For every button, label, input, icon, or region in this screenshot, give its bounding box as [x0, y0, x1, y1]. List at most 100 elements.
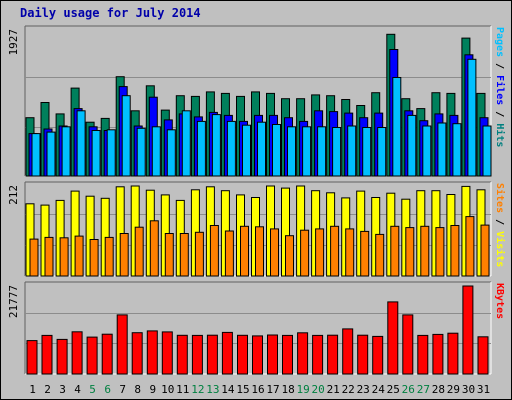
panel-max-label: 212: [7, 185, 20, 205]
bar-kbytes: [206, 334, 218, 375]
bar-kbytes: [161, 331, 173, 375]
panel-axis-label: KBytes: [494, 283, 505, 319]
axis-label-part: /: [494, 57, 505, 75]
bar-kbytes: [387, 301, 399, 375]
bar-sites: [59, 237, 69, 277]
x-axis-day-labels: 1 2 3 4 5 6 7 8 9 10 11 12 13 14 15 16 17 18 19 20 21 22 23 24 2…: [29, 383, 490, 396]
bar-sites: [119, 233, 129, 277]
x-tick-label: 19: [296, 383, 309, 396]
bar-sites: [375, 233, 385, 277]
bar-kbytes: [221, 331, 233, 375]
x-tick-label: 13: [206, 383, 219, 396]
bar-kbytes: [477, 336, 489, 375]
x-tick-label: 22: [342, 383, 355, 396]
x-tick-label: 26: [402, 383, 415, 396]
bar-kbytes: [116, 314, 128, 375]
bar-pages: [422, 125, 432, 177]
bar-pages: [347, 125, 357, 177]
bar-pages: [226, 120, 236, 177]
bar-pages: [482, 125, 492, 177]
axis-label-part: KBytes: [494, 283, 505, 319]
x-tick-label: 2: [44, 383, 51, 396]
bar-kbytes: [447, 332, 459, 375]
x-tick-label: 29: [447, 383, 460, 396]
bar-kbytes: [146, 330, 158, 375]
x-tick-label: 6: [104, 383, 111, 396]
bar-sites: [360, 230, 370, 277]
bar-kbytes: [26, 340, 38, 375]
bar-pages: [136, 127, 146, 177]
bar-pages: [362, 127, 372, 177]
bar-pages: [332, 127, 342, 177]
bar-pages: [377, 127, 387, 177]
x-tick-label: 7: [119, 383, 126, 396]
bar-pages: [467, 58, 477, 177]
bar-sites: [435, 227, 445, 277]
bar-pages: [121, 95, 131, 177]
bar-sites: [104, 236, 114, 277]
bar-kbytes: [357, 334, 369, 375]
bar-pages: [437, 122, 447, 177]
bar-sites: [300, 229, 310, 277]
axis-label-part: Pages: [494, 27, 505, 57]
bar-sites: [194, 231, 204, 277]
x-tick-label: 12: [191, 383, 204, 396]
bar-sites: [390, 225, 400, 277]
bar-kbytes: [101, 333, 113, 375]
bar-pages: [196, 120, 206, 177]
bar-pages: [272, 124, 281, 177]
bar-sites: [134, 226, 144, 277]
bar-sites: [420, 225, 430, 277]
bar-sites: [480, 224, 490, 277]
x-tick-label: 27: [417, 383, 430, 396]
bar-sites: [44, 236, 54, 277]
panel-hits: 1927 Pages / Files / Hits: [7, 25, 506, 177]
x-tick-label: 5: [89, 383, 96, 396]
bar-pages: [302, 126, 312, 177]
x-tick-label: 3: [59, 383, 66, 396]
bar-pages: [181, 110, 191, 177]
bar-sites: [270, 228, 279, 277]
series-sites: [29, 216, 490, 277]
bar-sites: [330, 225, 340, 277]
bar-pages: [31, 133, 41, 177]
bar-kbytes: [342, 328, 354, 375]
x-tick-label: 21: [327, 383, 340, 396]
series-pages: [31, 58, 492, 177]
bar-kbytes: [41, 334, 53, 375]
x-tick-label: 23: [357, 383, 370, 396]
bar-sites: [255, 226, 264, 277]
bar-kbytes: [327, 334, 339, 375]
bar-sites: [345, 228, 355, 277]
bar-pages: [317, 126, 327, 177]
bar-kbytes: [432, 333, 444, 375]
bar-kbytes: [191, 334, 203, 375]
bar-pages: [166, 129, 176, 177]
axis-label-part: Files: [494, 75, 506, 105]
bar-kbytes: [56, 338, 68, 375]
bar-sites: [209, 225, 219, 277]
x-tick-label: 24: [372, 383, 386, 396]
series-kbytes: [26, 285, 489, 375]
bar-pages: [76, 110, 86, 177]
x-tick-label: 4: [74, 383, 81, 396]
bar-sites: [465, 216, 475, 277]
x-tick-label: 9: [149, 383, 156, 396]
bar-pages: [46, 131, 56, 177]
axis-label-part: /: [494, 213, 505, 231]
bar-pages: [91, 130, 101, 177]
bar-sites: [224, 230, 234, 277]
bar-sites: [179, 233, 189, 277]
x-tick-label: 18: [281, 383, 294, 396]
bar-sites: [29, 238, 39, 277]
bar-kbytes: [282, 334, 293, 375]
panel-max-label: 21777: [7, 285, 20, 318]
axis-label-part: /: [494, 105, 505, 123]
bar-kbytes: [131, 332, 143, 375]
x-tick-label: 11: [176, 383, 189, 396]
axis-label-part: Visits: [494, 231, 506, 267]
bar-pages: [151, 126, 161, 177]
panel-visits: 212 Sites / Visits: [7, 181, 506, 277]
bar-kbytes: [402, 314, 414, 375]
bar-pages: [392, 77, 402, 177]
